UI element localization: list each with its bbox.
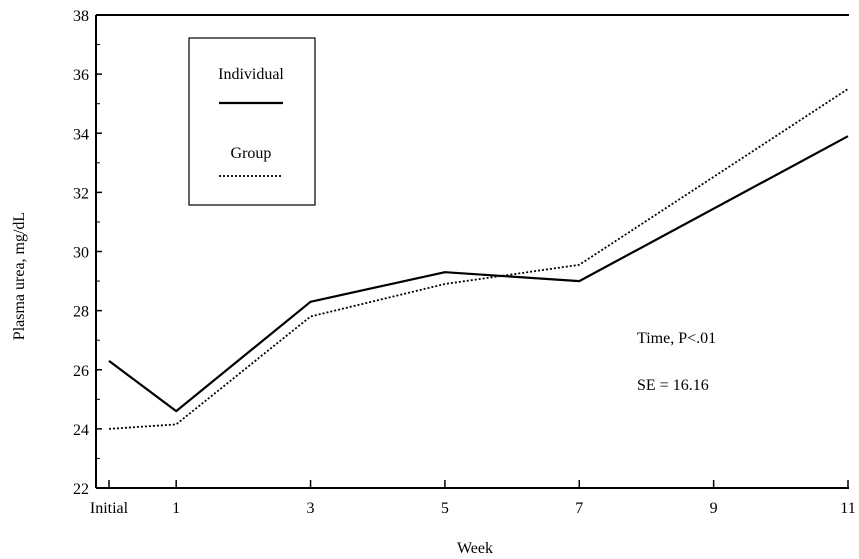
legend-label-group: Group (231, 145, 272, 162)
x-tick-label: 7 (575, 500, 583, 517)
y-tick-label: 26 (73, 363, 89, 380)
legend-box (188, 37, 316, 206)
x-axis-title: Week (457, 540, 493, 557)
series-layer (108, 88, 849, 430)
series-line-individual (108, 135, 849, 413)
x-tick-label: Initial (90, 500, 129, 517)
x-tick-label: 11 (840, 500, 855, 517)
y-tick-label: 32 (73, 185, 89, 202)
y-axis: 22 24 26 28 30 32 34 36 38 (73, 8, 102, 498)
y-tick-label: 28 (73, 304, 89, 321)
x-tick-label: 1 (172, 500, 180, 517)
annotations: Time, P<.01 SE = 16.16 (637, 330, 716, 394)
y-tick-label: 24 (73, 422, 89, 439)
y-tick-label: 38 (73, 8, 89, 25)
x-tick-label: 9 (710, 500, 718, 517)
x-axis: Initial 1 3 5 7 9 11 (90, 480, 856, 517)
series-line-group (108, 88, 849, 430)
y-tick-label: 34 (73, 126, 89, 143)
legend: Individual Group (188, 37, 316, 206)
x-tick-label: 3 (307, 500, 315, 517)
y-axis-title: Plasma urea, mg/dL (11, 212, 28, 340)
y-tick-label: 30 (73, 245, 89, 262)
x-tick-label: 5 (441, 500, 449, 517)
y-tick-label: 36 (73, 67, 89, 84)
annotation-text: Time, P<.01 (637, 330, 716, 347)
annotation-text: SE = 16.16 (637, 377, 709, 394)
y-tick-label: 22 (73, 481, 89, 498)
legend-label-individual: Individual (218, 66, 284, 83)
